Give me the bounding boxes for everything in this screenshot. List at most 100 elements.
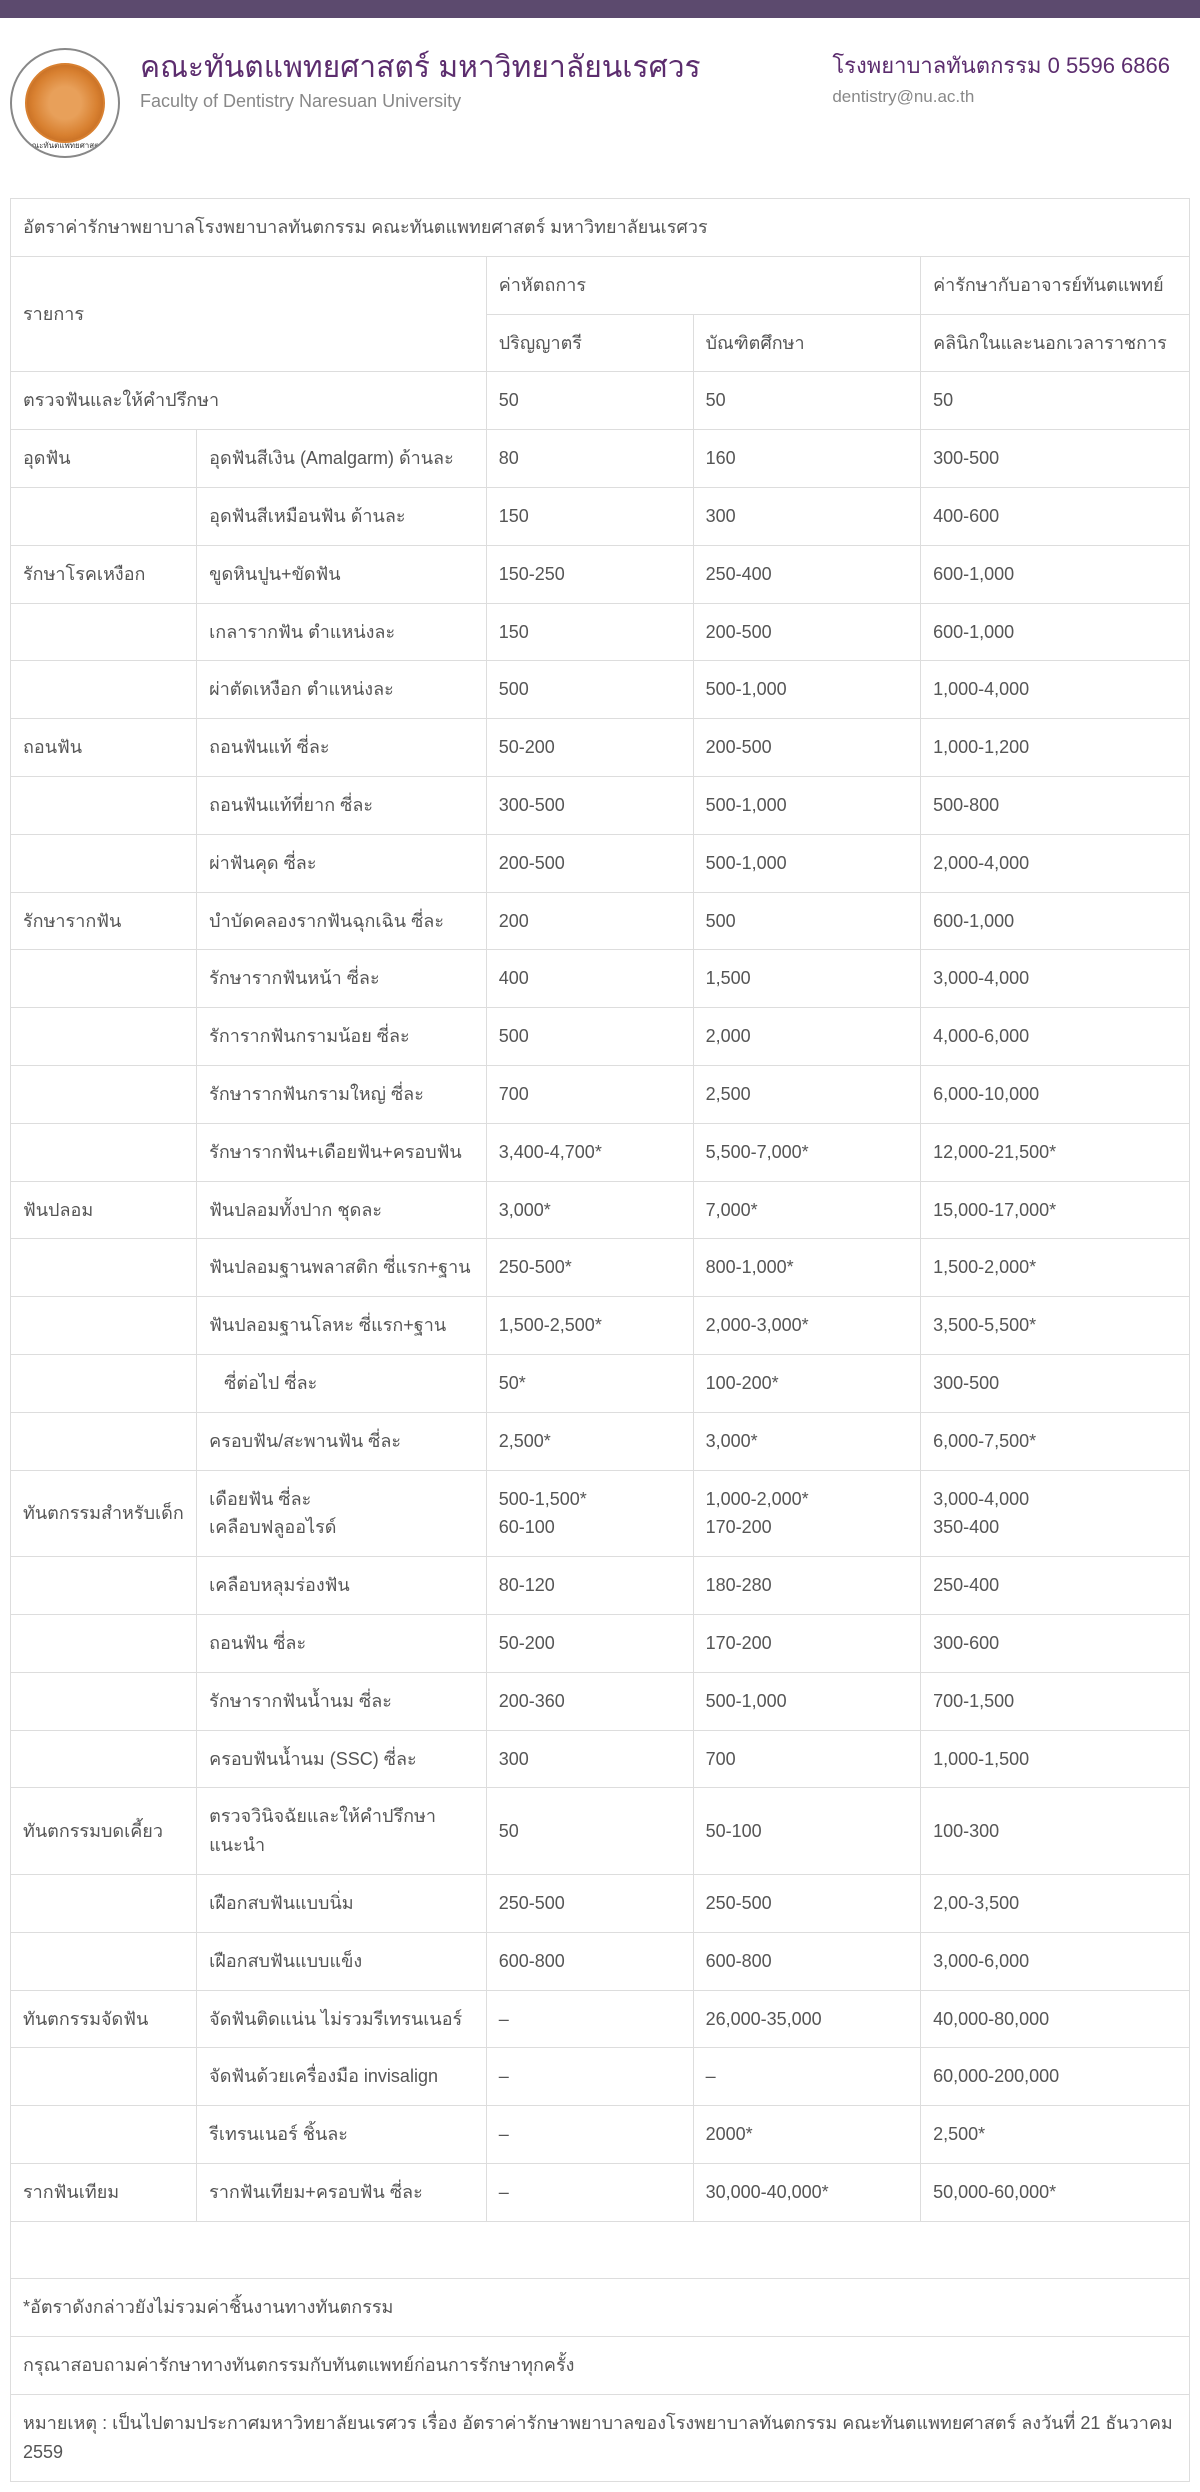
row-price: 500-1,000 — [693, 776, 921, 834]
row-price: 50 — [693, 372, 921, 430]
top-bar — [0, 0, 1200, 18]
row-price: 2000* — [693, 2106, 921, 2164]
row-price: 2,500* — [921, 2106, 1190, 2164]
row-price: 300-500 — [921, 430, 1190, 488]
title-block: คณะทันตแพทยศาสตร์ มหาวิทยาลัยนเรศวร Facu… — [140, 48, 812, 112]
row-price: 500-1,000 — [693, 834, 921, 892]
row-price: 1,000-1,500 — [921, 1730, 1190, 1788]
row-price: 2,00-3,500 — [921, 1874, 1190, 1932]
row-item: รัการากฟันกรามน้อย ซี่ละ — [197, 1008, 487, 1066]
row-price: 50 — [921, 372, 1190, 430]
table-row: เกลารากฟัน ตำแหน่งละ150200-500600-1,000 — [11, 603, 1190, 661]
row-item: รักษารากฟัน+เดือยฟัน+ครอบฟัน — [197, 1123, 487, 1181]
table-row: จัดฟันด้วยเครื่องมือ invisalign––60,000-… — [11, 2048, 1190, 2106]
row-item: เดือยฟัน ซี่ละ เคลือบฟลูออไรด์ — [197, 1470, 487, 1557]
row-price: 200-500 — [486, 834, 693, 892]
row-category: ถอนฟัน — [11, 719, 197, 777]
row-price: 26,000-35,000 — [693, 1990, 921, 2048]
row-price: 5,500-7,000* — [693, 1123, 921, 1181]
table-row: ถอนฟันแท้ที่ยาก ซี่ละ300-500500-1,000500… — [11, 776, 1190, 834]
row-price: 250-500 — [486, 1874, 693, 1932]
row-price: 250-500 — [693, 1874, 921, 1932]
row-item: รักษารากฟันกรามใหญ่ ซี่ละ — [197, 1065, 487, 1123]
email-label[interactable]: dentistry@nu.ac.th — [832, 87, 1170, 107]
row-item: รักษารากฟันน้ำนม ซี่ละ — [197, 1672, 487, 1730]
row-category: ฟันปลอม — [11, 1181, 197, 1239]
row-price: – — [486, 2106, 693, 2164]
row-price: 400 — [486, 950, 693, 1008]
head-dentist: ค่ารักษากับอาจารย์ทันตแพทย์ — [921, 256, 1190, 314]
row-price: 150 — [486, 603, 693, 661]
title-en: Faculty of Dentistry Naresuan University — [140, 91, 812, 112]
row-item: บำบัดคลองรากฟันฉุกเฉิน ซี่ละ — [197, 892, 487, 950]
row-item: รากฟันเทียม+ครอบฟัน ซี่ละ — [197, 2163, 487, 2221]
row-price: 50,000-60,000* — [921, 2163, 1190, 2221]
row-item: ถอนฟันแท้ ซี่ละ — [197, 719, 487, 777]
head-item: รายการ — [11, 256, 487, 372]
row-price: 50 — [486, 372, 693, 430]
row-price: 1,000-4,000 — [921, 661, 1190, 719]
table-row: รักษารากฟันกรามใหญ่ ซี่ละ7002,5006,000-1… — [11, 1065, 1190, 1123]
table-row: ฟันปลอมฐานพลาสติก ซี่แรก+ฐาน250-500*800-… — [11, 1239, 1190, 1297]
row-item: อุดฟันสีเงิน (Amalgarm) ด้านละ — [197, 430, 487, 488]
row-price: 100-300 — [921, 1788, 1190, 1875]
row-price: 700-1,500 — [921, 1672, 1190, 1730]
row-price: 600-1,000 — [921, 892, 1190, 950]
row-price: 60,000-200,000 — [921, 2048, 1190, 2106]
row-price: 50 — [486, 1788, 693, 1875]
row-item: ฟันปลอมฐานโลหะ ซี่แรก+ฐาน — [197, 1297, 487, 1355]
row-price: 600-800 — [693, 1932, 921, 1990]
row-price: 6,000-10,000 — [921, 1065, 1190, 1123]
table-header-row-1: รายการ ค่าหัตถการ ค่ารักษากับอาจารย์ทันต… — [11, 256, 1190, 314]
table-row: เคลือบหลุมร่องฟัน80-120180-280250-400 — [11, 1557, 1190, 1615]
row-category: อุดฟัน — [11, 430, 197, 488]
row-price: 3,000-6,000 — [921, 1932, 1190, 1990]
row-price: 250-400 — [921, 1557, 1190, 1615]
content-area: อัตราค่ารักษาพยาบาลโรงพยาบาลทันตกรรม คณะ… — [0, 178, 1200, 2492]
row-category — [11, 1932, 197, 1990]
row-price: 100-200* — [693, 1354, 921, 1412]
row-category — [11, 834, 197, 892]
table-row: รีเทรนเนอร์ ชิ้นละ–2000*2,500* — [11, 2106, 1190, 2164]
row-category — [11, 1557, 197, 1615]
row-item: เกลารากฟัน ตำแหน่งละ — [197, 603, 487, 661]
row-category — [11, 1297, 197, 1355]
table-row: ทันตกรรมบดเคี้ยวตรวจวินิจฉัยและให้คำปรึก… — [11, 1788, 1190, 1875]
row-price: 300-500 — [486, 776, 693, 834]
row-price: 80 — [486, 430, 693, 488]
row-price: 3,000-4,000 350-400 — [921, 1470, 1190, 1557]
row-price: 700 — [486, 1065, 693, 1123]
row-price: 500-1,500* 60-100 — [486, 1470, 693, 1557]
table-row: ผ่าฟันคุด ซี่ละ200-500500-1,0002,000-4,0… — [11, 834, 1190, 892]
row-price: 2,000 — [693, 1008, 921, 1066]
row-price: 250-400 — [693, 545, 921, 603]
row-price: – — [486, 2163, 693, 2221]
row-price: 6,000-7,500* — [921, 1412, 1190, 1470]
row-price: – — [486, 2048, 693, 2106]
row-price: 150 — [486, 487, 693, 545]
row-item: เคลือบหลุมร่องฟัน — [197, 1557, 487, 1615]
row-price: 3,400-4,700* — [486, 1123, 693, 1181]
row-category — [11, 2106, 197, 2164]
row-category — [11, 2048, 197, 2106]
table-caption-row: อัตราค่ารักษาพยาบาลโรงพยาบาลทันตกรรม คณะ… — [11, 199, 1190, 257]
row-item: จัดฟันด้วยเครื่องมือ invisalign — [197, 2048, 487, 2106]
row-price: 2,000-3,000* — [693, 1297, 921, 1355]
row-price: 50-100 — [693, 1788, 921, 1875]
row-item: ฟันปลอมฐานพลาสติก ซี่แรก+ฐาน — [197, 1239, 487, 1297]
row-category — [11, 1730, 197, 1788]
row-category — [11, 603, 197, 661]
table-row: รักษาโรคเหงือกขูดหินปูน+ขัดฟัน150-250250… — [11, 545, 1190, 603]
head-proc: ค่าหัตถการ — [486, 256, 920, 314]
row-price: 500-1,000 — [693, 661, 921, 719]
row-category — [11, 1008, 197, 1066]
row-item: ขูดหินปูน+ขัดฟัน — [197, 545, 487, 603]
table-row: ฟันปลอมฟันปลอมทั้งปาก ชุดละ3,000*7,000*1… — [11, 1181, 1190, 1239]
row-price: 12,000-21,500* — [921, 1123, 1190, 1181]
table-row: รักษารากฟันน้ำนม ซี่ละ200-360500-1,00070… — [11, 1672, 1190, 1730]
row-price: 1,500-2,000* — [921, 1239, 1190, 1297]
row-category: ทันตกรรมจัดฟัน — [11, 1990, 197, 2048]
table-row: ทันตกรรมจัดฟันจัดฟันติดแน่น ไม่รวมรีเทรน… — [11, 1990, 1190, 2048]
row-price: 180-280 — [693, 1557, 921, 1615]
row-item: เฝือกสบฟันแบบนิ่ม — [197, 1874, 487, 1932]
